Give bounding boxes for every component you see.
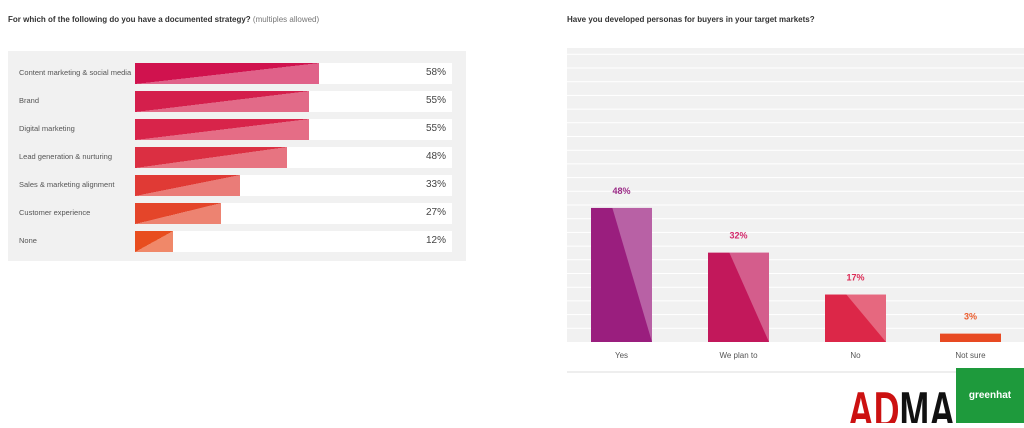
category-label: No — [850, 351, 861, 360]
bar-track — [135, 231, 452, 252]
bar-row: Lead generation & nurturing 48% — [8, 147, 452, 168]
value-label: 48% — [612, 186, 630, 196]
bar-row: Digital marketing 55% — [8, 119, 452, 140]
value-label: 55% — [425, 123, 446, 134]
bar — [825, 294, 886, 342]
bar — [135, 119, 310, 140]
value-label: 33% — [425, 179, 446, 190]
category-label: Not sure — [955, 351, 986, 360]
value-label: 48% — [425, 151, 446, 162]
left-subtitle: (multiples allowed) — [252, 15, 320, 24]
bar — [940, 333, 1001, 342]
sponsor-logos: greenhat ADMA — [848, 368, 1024, 428]
bar-row: Customer experience 27% — [8, 203, 452, 224]
category-label: Digital marketing — [19, 124, 75, 133]
bar — [135, 91, 310, 112]
adma-greenhat-logo: greenhat ADMA — [848, 368, 1024, 428]
bar-row: Brand 55% — [8, 91, 452, 112]
value-label: 58% — [425, 67, 446, 78]
greenhat-logo-text: greenhat — [969, 390, 1012, 401]
bar-highlight — [612, 207, 652, 342]
bar — [135, 63, 319, 84]
left-bar-chart: Content marketing & social media 58% Brand… — [8, 51, 466, 261]
bar — [135, 231, 174, 252]
category-label: Sales & marketing alignment — [19, 180, 115, 189]
bar-highlight — [846, 294, 886, 342]
bar — [708, 252, 769, 342]
category-label: We plan to — [719, 351, 758, 360]
category-label: Customer experience — [19, 208, 91, 217]
bar — [135, 147, 288, 168]
value-label: 17% — [846, 273, 864, 283]
category-label: Lead generation & nurturing — [19, 152, 112, 161]
value-label: 55% — [425, 95, 446, 106]
category-label: Yes — [615, 351, 628, 360]
bar-row: Sales & marketing alignment 33% — [8, 175, 452, 196]
bar-row: None 12% — [8, 231, 452, 252]
bar-row: Content marketing & social media 58% — [8, 63, 452, 84]
greenhat-logo-box — [956, 368, 1024, 423]
bar — [135, 203, 221, 224]
adma-logo-text: ADMA — [848, 382, 955, 423]
category-label: Content marketing & social media — [19, 68, 132, 77]
left-chart-title: For which of the following do you have a… — [8, 15, 319, 24]
category-label: None — [19, 236, 37, 245]
value-label: 32% — [729, 231, 747, 241]
value-label: 3% — [964, 312, 977, 322]
bar-highlight — [729, 252, 769, 342]
right-chart-title: Have you developed personas for buyers i… — [567, 15, 815, 24]
value-label: 27% — [425, 207, 446, 218]
bar — [135, 175, 240, 196]
category-label: Brand — [19, 96, 40, 105]
value-label: 12% — [425, 235, 446, 246]
left-title-text: For which of the following do you have a… — [8, 15, 251, 24]
bar — [591, 207, 652, 342]
